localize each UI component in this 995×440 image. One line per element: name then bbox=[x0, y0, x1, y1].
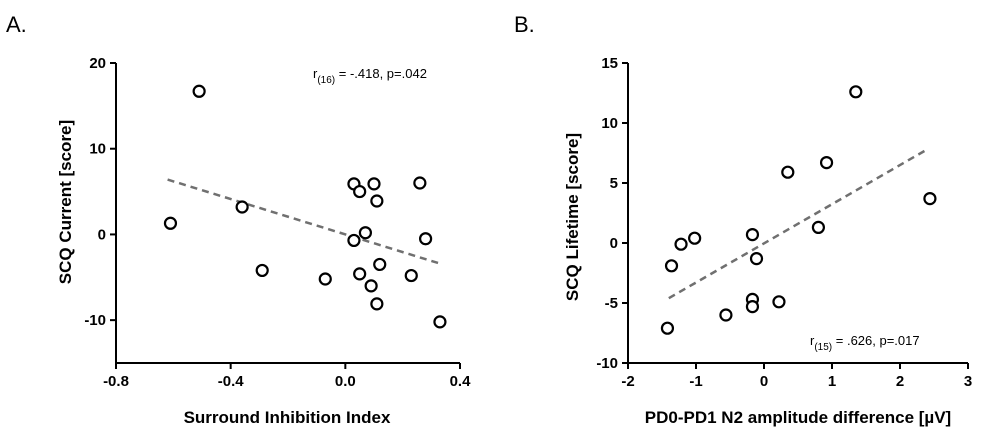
panel-b-data-point bbox=[849, 85, 863, 99]
panel-b-x-tick-label: -1 bbox=[689, 373, 702, 390]
panel-b-stat-values: = .626, p=.017 bbox=[832, 333, 919, 348]
panel-a-data-point bbox=[367, 177, 381, 191]
panel-b-data-point bbox=[719, 308, 733, 322]
panel-a-x-tick-label: 0.4 bbox=[450, 373, 472, 390]
panel-b-stat-annotation: r(15) = .626, p=.017 bbox=[810, 333, 920, 353]
panel-b-data-point bbox=[781, 165, 795, 179]
panel-b-stat-r: r bbox=[810, 333, 815, 348]
panel-a-data-point bbox=[353, 267, 367, 281]
panel-b-y-tick-label: 10 bbox=[601, 115, 618, 132]
panel-b-y-tick-label: -10 bbox=[596, 355, 618, 372]
panel-a-label: A. bbox=[6, 12, 27, 37]
panel-b-label: B. bbox=[514, 12, 535, 37]
panel-b-y-axis-title: SCQ Lifetime [score] bbox=[563, 133, 582, 301]
panel-b-data-point bbox=[923, 192, 937, 206]
panel-b-data-point bbox=[772, 295, 786, 309]
panel-b-x-tick-label: 2 bbox=[896, 373, 904, 390]
panel-b-stat-df: (15) bbox=[814, 342, 832, 353]
panel-b-x-axis-title: PD0-PD1 N2 amplitude difference [µV] bbox=[645, 408, 951, 427]
panel-a-data-point bbox=[255, 263, 269, 278]
panel-a-y-axis-title: SCQ Current [score] bbox=[56, 120, 75, 284]
panel-b-y-tick-label: 15 bbox=[601, 55, 618, 72]
panel-a-x-axis-title: Surround Inhibition Index bbox=[184, 408, 391, 427]
panel-b-data-point bbox=[745, 228, 760, 242]
panel-a: A. Surround Inhibition Index SCQ Current… bbox=[6, 12, 471, 427]
panel-a-data-point bbox=[358, 226, 372, 240]
panel-a-data-point bbox=[419, 232, 433, 246]
panel-a-data-point bbox=[318, 272, 332, 286]
panel-b-trend-line bbox=[668, 148, 928, 300]
panel-a-data-point bbox=[192, 84, 206, 98]
panel-a-data-point bbox=[404, 268, 418, 283]
panel-a-stat-values: = -.418, p=.042 bbox=[335, 66, 427, 81]
panel-b-x-tick-label: 0 bbox=[760, 373, 768, 390]
panel-b-x-tick-label: 1 bbox=[828, 373, 836, 390]
panel-a-data-point bbox=[370, 297, 384, 311]
panel-a-stat-df: (16) bbox=[317, 75, 335, 86]
panel-b: B. PD0-PD1 N2 amplitude difference [µV] … bbox=[514, 12, 972, 427]
panel-b-data-point bbox=[819, 156, 834, 170]
panel-b-data-point bbox=[660, 321, 675, 335]
panel-b-x-tick-label: -2 bbox=[621, 373, 634, 390]
panel-b-data-point bbox=[749, 252, 764, 266]
panel-b-x-tick-label: 3 bbox=[964, 373, 972, 390]
panel-b-y-tick-label: 0 bbox=[610, 235, 618, 252]
panel-b-data-point bbox=[674, 237, 688, 251]
panel-a-data-point bbox=[413, 176, 427, 190]
panel-b-data-point bbox=[688, 231, 702, 245]
panel-a-data-point bbox=[347, 233, 361, 248]
panel-a-stat-r: r bbox=[313, 66, 318, 81]
panel-b-y-tick-label: 5 bbox=[610, 175, 618, 192]
panel-b-y-tick-label: -5 bbox=[605, 295, 618, 312]
panel-b-data-point bbox=[811, 220, 826, 234]
panel-a-x-tick-label: -0.4 bbox=[218, 373, 245, 390]
panel-a-x-tick-label: 0.0 bbox=[335, 373, 356, 390]
panel-b-data-point bbox=[745, 300, 760, 314]
panel-a-y-tick-label: 20 bbox=[89, 55, 106, 72]
panel-a-y-tick-label: 10 bbox=[89, 141, 106, 158]
panel-a-x-tick-label: -0.8 bbox=[103, 373, 129, 390]
panel-a-data-point bbox=[370, 194, 384, 208]
panel-a-y-tick-label: -10 bbox=[84, 312, 106, 329]
panel-a-data-point bbox=[373, 257, 387, 272]
panel-a-data-point bbox=[364, 279, 378, 293]
panel-a-y-tick-label: 0 bbox=[98, 226, 106, 243]
panel-a-data-point bbox=[433, 315, 447, 329]
panel-a-trend-line bbox=[167, 178, 441, 265]
panel-a-data-point bbox=[235, 200, 249, 214]
panel-a-stat-annotation: r(16) = -.418, p=.042 bbox=[313, 66, 427, 86]
panel-a-data-point bbox=[163, 216, 178, 230]
panel-a-data-point bbox=[353, 184, 367, 199]
panel-b-data-point bbox=[664, 259, 679, 273]
